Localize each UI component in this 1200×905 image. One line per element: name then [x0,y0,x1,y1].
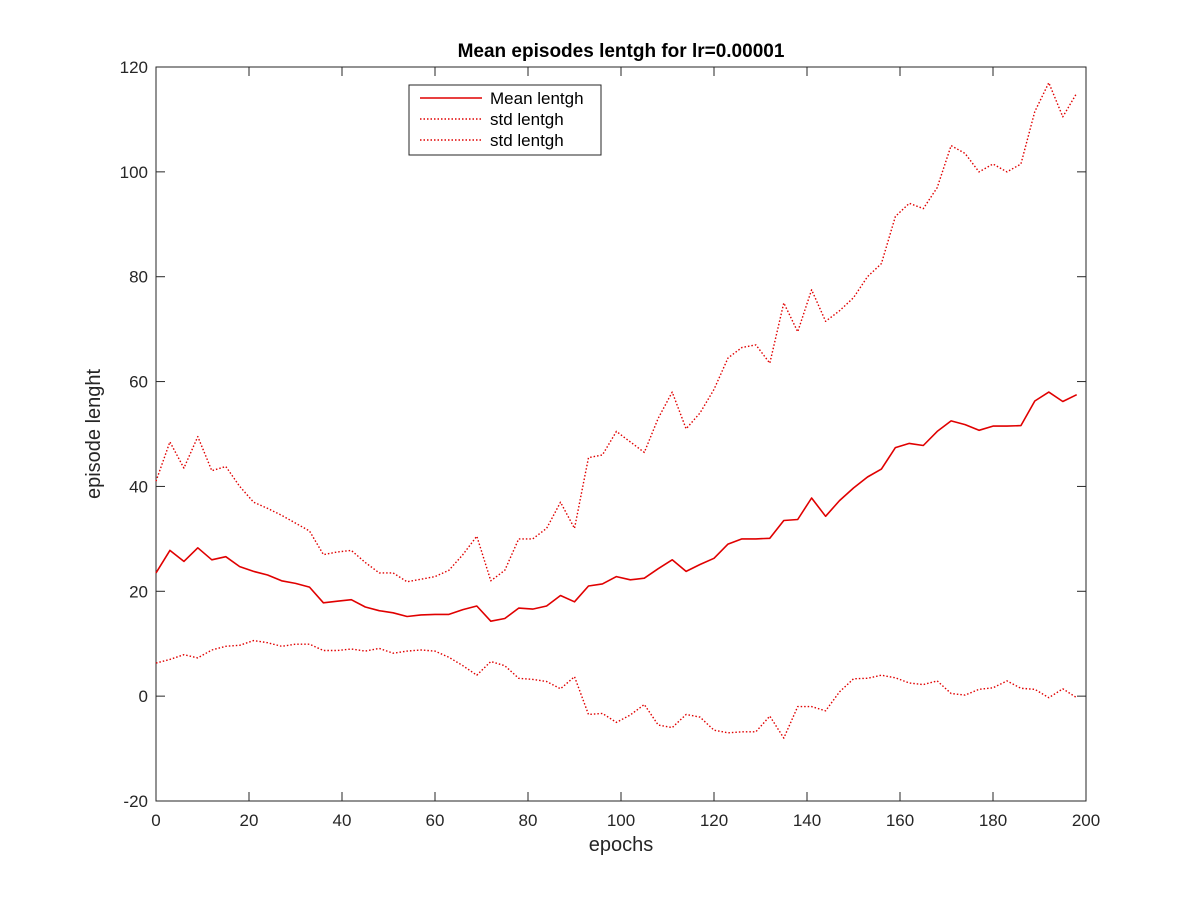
x-tick-label: 200 [1072,811,1100,830]
chart-title: Mean episodes lentgh for lr=0.00001 [458,41,785,62]
y-tick-label: 20 [129,582,148,601]
x-tick-label: 160 [886,811,914,830]
series-layer [155,81,1078,739]
y-tick-label: 100 [120,163,148,182]
y-axis-label: episode lenght [83,369,105,500]
y-tick-label: -20 [123,792,148,811]
y-tick-label: 40 [129,477,148,496]
legend-label-2: std lentgh [490,131,564,150]
series-line-0 [155,391,1078,623]
legend-box [408,84,602,156]
x-tick-label: 100 [607,811,635,830]
series-line-1 [155,81,1078,583]
x-tick-label: 40 [333,811,352,830]
x-tick-label: 0 [151,811,160,830]
legend-label-1: std lentgh [490,110,564,129]
x-tick-label: 140 [793,811,821,830]
legend-label-0: Mean lentgh [490,89,584,108]
x-axis-label: epochs [589,834,654,856]
axis-ticks: 0 20 40 60 80 100 120 140 160 180 200-200204060801… [120,58,1101,830]
x-tick-label: 20 [240,811,259,830]
x-tick-label: 180 [979,811,1007,830]
y-tick-label: 0 [139,687,148,706]
x-tick-label: 80 [519,811,538,830]
y-tick-label: 60 [129,373,148,392]
plot-area [155,66,1087,802]
x-tick-label: 120 [700,811,728,830]
y-tick-label: 80 [129,268,148,287]
series-line-2 [155,639,1078,739]
legend: Mean lentgh std lentgh std lentgh [408,84,602,156]
x-tick-label: 60 [426,811,445,830]
y-tick-label: 120 [120,58,148,77]
